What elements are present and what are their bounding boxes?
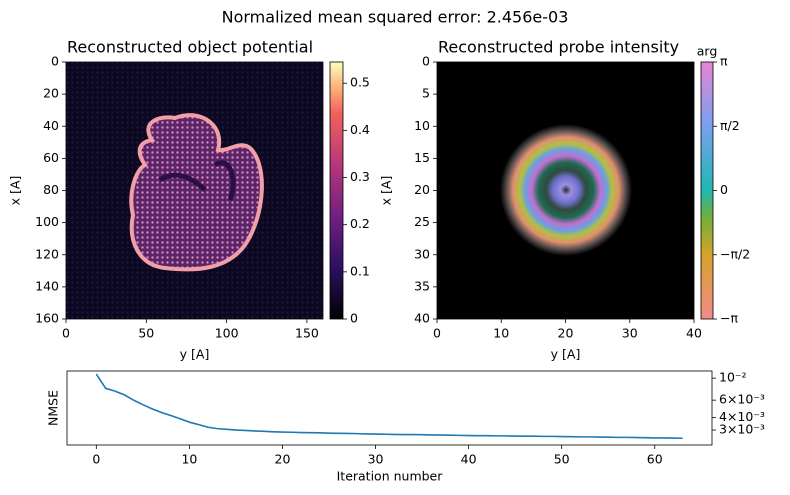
x-tick-label: 100 — [215, 326, 239, 341]
colorbar-tick-label: π — [720, 54, 728, 69]
x-tick-label: 10 — [181, 452, 197, 467]
x-tick-label: 40 — [686, 326, 702, 341]
object-shape — [129, 113, 264, 272]
y-tick-label: 15 — [414, 150, 430, 165]
y-tick-label: 40 — [43, 118, 59, 133]
y-tick-label: 10 — [414, 118, 430, 133]
y-axis-label: NMSE — [46, 390, 61, 426]
y-tick-label: 0 — [422, 54, 430, 69]
colorbar-tick-label: 0.3 — [350, 169, 370, 184]
y-tick-label: 5 — [422, 86, 430, 101]
colorbar-tick-label: 0.4 — [350, 122, 370, 137]
colorbar — [701, 62, 713, 319]
y-axis-label: x [A] — [8, 176, 23, 206]
object-detail — [158, 160, 236, 201]
y-tick-label: 60 — [43, 150, 59, 165]
y-tick-label: 30 — [414, 246, 430, 261]
colorbar-tick-label: 0 — [720, 182, 728, 197]
colorbar-tick-label: 0.5 — [350, 75, 370, 90]
x-tick-label: 30 — [622, 326, 638, 341]
colorbar-tick-label: 0.1 — [350, 263, 370, 278]
y-tick-label: 80 — [43, 182, 59, 197]
x-tick-label: 40 — [461, 452, 477, 467]
nmse-line — [95, 373, 683, 440]
y-tick-label: 100 — [35, 214, 59, 229]
colorbar-tick-label: π/2 — [720, 118, 740, 133]
y-tick-label: 3×10⁻³ — [719, 422, 765, 437]
x-tick-label: 0 — [433, 326, 441, 341]
colorbar-tick-label: 0 — [350, 311, 358, 326]
axes-title: Reconstructed object potential — [67, 38, 313, 57]
y-tick-label: 140 — [35, 278, 59, 293]
x-axis-label: y [A] — [551, 347, 581, 362]
colorbar — [330, 62, 343, 319]
y-tick-label: 6×10⁻³ — [719, 392, 765, 407]
x-tick-label: 60 — [647, 452, 663, 467]
colorbar-tick-label: −π — [720, 311, 738, 326]
colorbar-tick-label: 0.2 — [350, 216, 370, 231]
x-tick-label: 0 — [62, 326, 70, 341]
x-tick-label: 50 — [138, 326, 154, 341]
y-tick-label: 40 — [414, 311, 430, 326]
x-tick-label: 150 — [295, 326, 319, 341]
figure-title: Normalized mean squared error: 2.456e-03 — [222, 8, 569, 27]
axes-title: Reconstructed probe intensity — [438, 38, 679, 57]
y-tick-label: 0 — [51, 54, 59, 69]
x-tick-label: 30 — [368, 452, 384, 467]
x-tick-label: 10 — [493, 326, 509, 341]
x-axis-label: Iteration number — [337, 469, 444, 484]
colorbar-label: arg — [697, 44, 718, 59]
y-axis-label: x [A] — [379, 176, 394, 206]
y-tick-label: 20 — [43, 86, 59, 101]
x-tick-label: 0 — [92, 452, 100, 467]
x-tick-label: 50 — [554, 452, 570, 467]
colorbar-tick-label: −π/2 — [720, 246, 750, 261]
y-tick-label: 120 — [35, 246, 59, 261]
y-tick-label: 160 — [35, 311, 59, 326]
x-tick-label: 20 — [558, 326, 574, 341]
probe-rings — [500, 124, 632, 256]
y-tick-label: 35 — [414, 278, 430, 293]
y-tick-label: 25 — [414, 214, 430, 229]
x-axis-label: y [A] — [180, 347, 210, 362]
y-tick-label: 10⁻² — [719, 370, 747, 385]
colorbar-frame — [329, 61, 344, 320]
spine — [66, 370, 713, 446]
y-tick-label: 4×10⁻³ — [719, 409, 765, 424]
y-tick-label: 20 — [414, 182, 430, 197]
x-tick-label: 20 — [275, 452, 291, 467]
